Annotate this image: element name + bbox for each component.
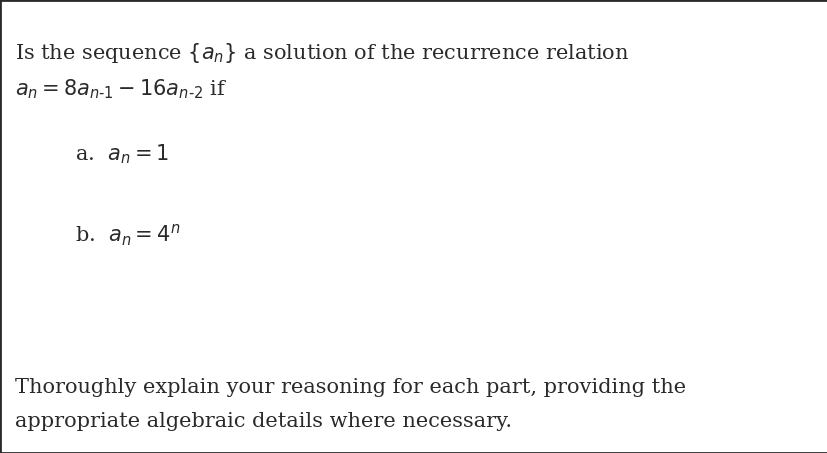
Text: Thoroughly explain your reasoning for each part, providing the: Thoroughly explain your reasoning for ea…: [15, 378, 686, 397]
Text: appropriate algebraic details where necessary.: appropriate algebraic details where nece…: [15, 412, 511, 431]
Text: b.  $a_n = 4^n$: b. $a_n = 4^n$: [74, 222, 179, 248]
Text: Is the sequence $\{a_n\}$ a solution of the recurrence relation: Is the sequence $\{a_n\}$ a solution of …: [15, 41, 629, 65]
Text: $a_n = 8a_{n\text{-}1} - 16a_{n\text{-}2}$ if: $a_n = 8a_{n\text{-}1} - 16a_{n\text{-}2…: [15, 77, 227, 101]
Text: a.  $a_n = 1$: a. $a_n = 1$: [74, 143, 169, 166]
